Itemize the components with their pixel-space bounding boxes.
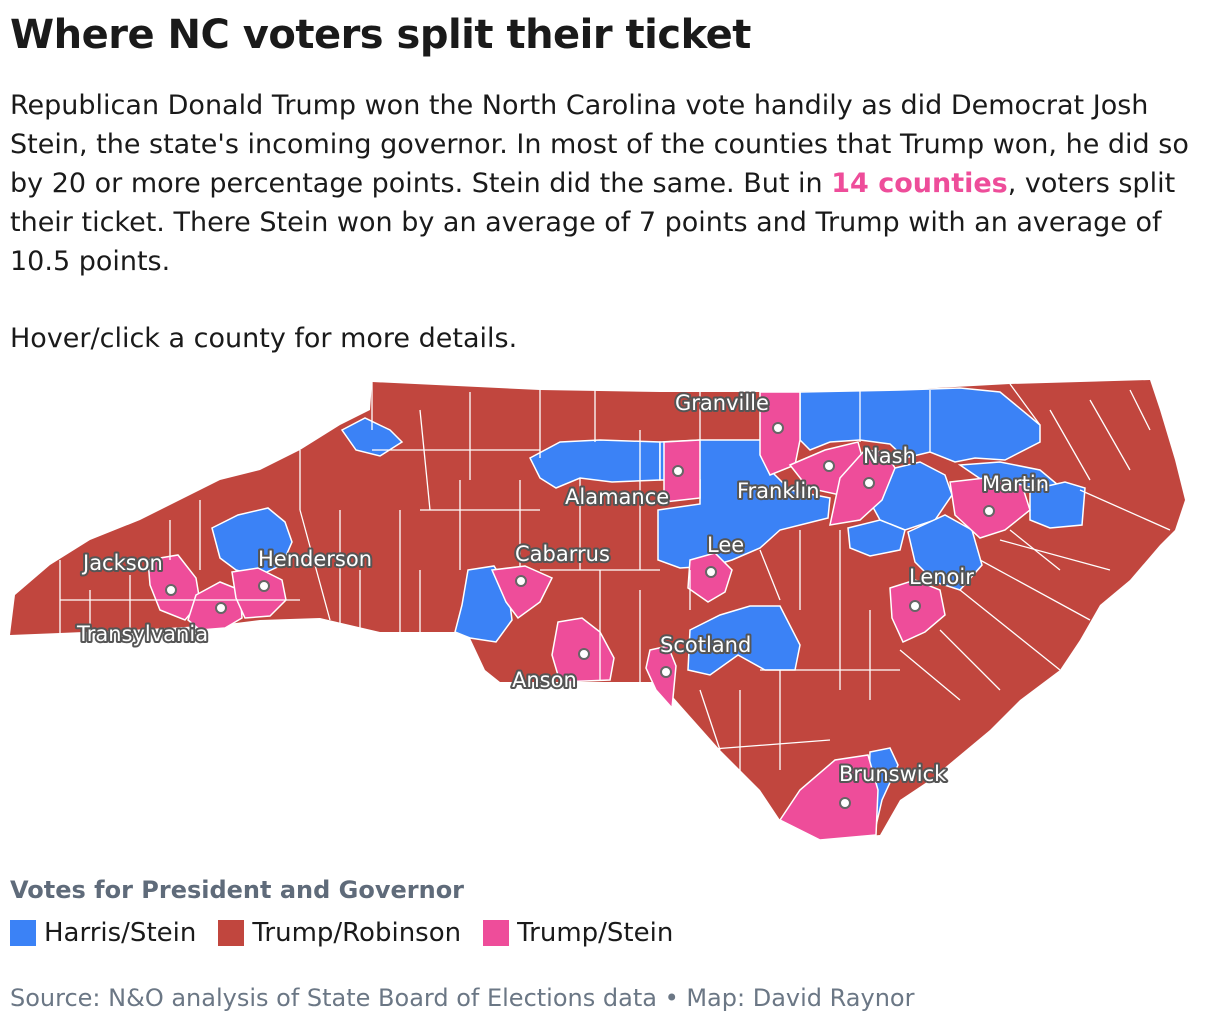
highlight-14-counties: 14 counties [831,168,1008,199]
county-henderson[interactable] [231,567,287,619]
county-blue-pitt[interactable] [907,514,983,591]
legend-label-trump-stein: Trump/Stein [517,918,674,948]
county-borders [59,382,1171,810]
description: Republican Donald Trump won the North Ca… [10,86,1210,281]
county-scotland[interactable] [645,645,677,710]
marker-nash [863,477,875,489]
county-brunswick[interactable] [778,754,879,841]
label-alamance: Alamance [565,485,669,509]
marker-alamance [672,465,684,477]
county-blue-wilson[interactable] [847,519,906,557]
county-cabarrus[interactable] [490,565,554,620]
nc-county-map[interactable]: Granville Nash Alamance Franklin Martin … [0,370,1220,850]
county-blue-forsyth-guilford[interactable] [529,439,661,489]
county-blue-washington[interactable] [1029,481,1086,529]
county-nash[interactable] [829,449,896,526]
county-blue-buncombe[interactable] [211,507,293,577]
legend-title: Votes for President and Governor [10,876,465,904]
legend-item-harris-stein: Harris/Stein [10,918,196,948]
marker-henderson [258,580,270,592]
county-markers [165,422,995,809]
source-credit: Source: N&O analysis of State Board of E… [10,984,915,1012]
hover-hint: Hover/click a county for more details. [10,323,518,354]
page-title: Where NC voters split their ticket [10,12,751,58]
marker-brunswick [839,797,851,809]
label-scotland: Scotland [660,633,751,657]
marker-transylvania [215,602,227,614]
label-cabarrus: Cabarrus [515,542,610,566]
label-martin: Martin [982,472,1049,496]
marker-franklin [823,460,835,472]
label-nash: Nash [863,444,916,468]
description-text-end: , voters split their ticket. There Stein… [10,168,1176,277]
label-anson: Anson [512,668,577,692]
label-brunswick: Brunswick [839,762,947,786]
legend-label-harris-stein: Harris/Stein [44,918,197,948]
legend-item-trump-stein: Trump/Stein [483,918,673,948]
county-labels: Granville Nash Alamance Franklin Martin … [74,389,1051,788]
label-jackson: Jackson [81,551,163,575]
label-lenoir: Lenoir [909,565,974,589]
legend: Harris/Stein Trump/Robinson Trump/Stein [10,918,695,948]
legend-label-trump-robinson: Trump/Robinson [252,918,462,948]
harris-stein-counties [211,387,1086,833]
label-granville: Granville [675,391,769,415]
marker-martin [983,505,995,517]
label-henderson: Henderson [258,547,372,571]
legend-swatch-pink [483,920,510,946]
county-blue-watauga[interactable] [340,417,404,457]
marker-cabarrus [515,575,527,587]
marker-lenoir [909,600,921,612]
legend-item-trump-robinson: Trump/Robinson [218,918,461,948]
label-transylvania: Transylvania [76,622,208,646]
marker-lee [705,566,717,578]
label-lee: Lee [707,533,744,557]
description-text-start: Republican Donald Trump won the North Ca… [10,90,1189,199]
legend-swatch-blue [10,920,36,946]
county-transylvania[interactable] [187,581,243,631]
marker-granville [772,422,784,434]
legend-swatch-red [218,920,245,946]
marker-jackson [165,584,177,596]
label-franklin: Franklin [737,479,820,503]
marker-scotland [660,666,672,678]
marker-anson [578,648,590,660]
